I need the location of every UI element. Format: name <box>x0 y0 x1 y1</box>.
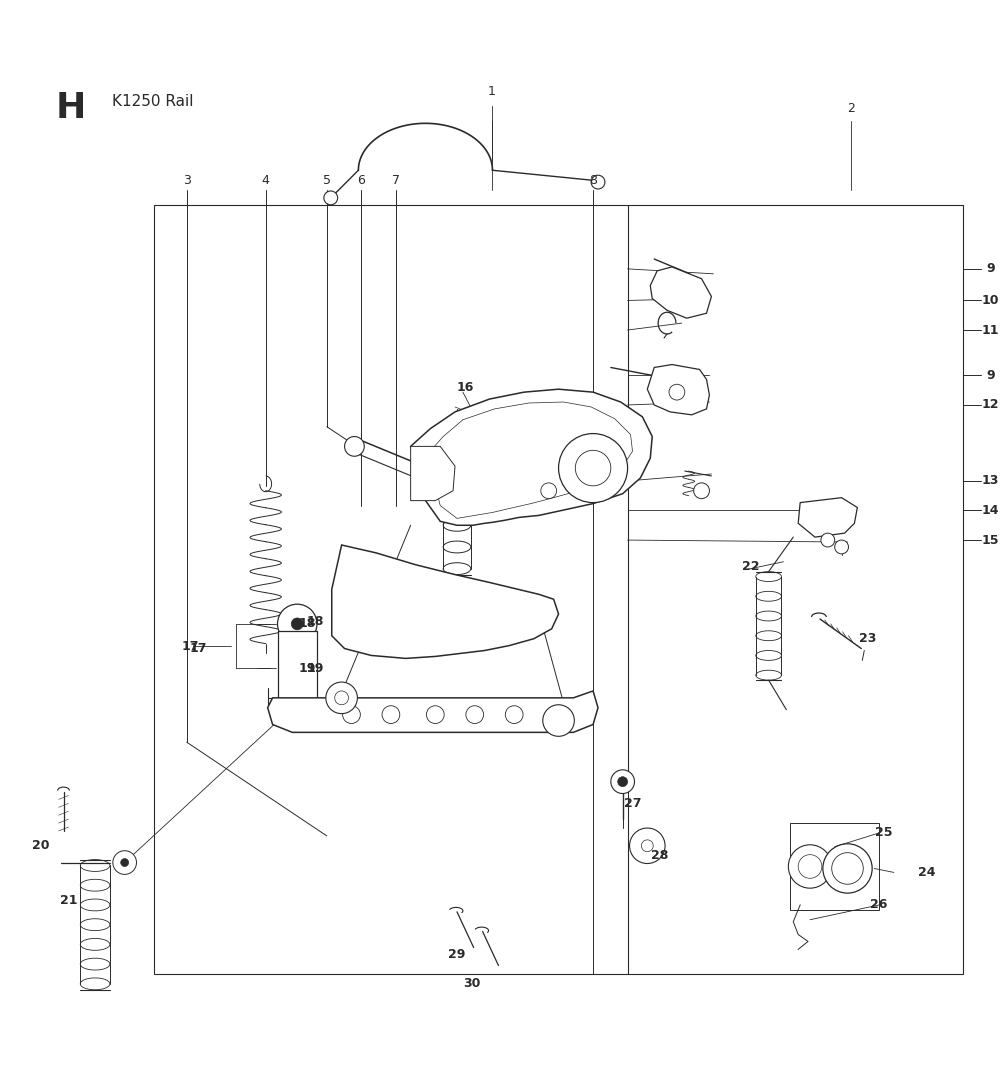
Text: 23: 23 <box>859 632 876 645</box>
Text: 5: 5 <box>323 173 331 186</box>
Circle shape <box>343 705 360 724</box>
Text: 25: 25 <box>875 826 893 839</box>
Bar <box>278 631 317 705</box>
Text: 20: 20 <box>32 839 50 852</box>
Polygon shape <box>411 447 455 500</box>
Text: 6: 6 <box>357 173 365 186</box>
Text: 17: 17 <box>182 640 199 653</box>
Text: 3: 3 <box>183 173 191 186</box>
Text: 1: 1 <box>488 85 495 98</box>
Circle shape <box>618 777 628 787</box>
Text: 10: 10 <box>982 294 999 307</box>
Text: 2: 2 <box>848 101 855 114</box>
Circle shape <box>798 855 822 879</box>
Text: 30: 30 <box>463 978 480 991</box>
Text: 4: 4 <box>262 173 270 186</box>
Circle shape <box>505 705 523 724</box>
Circle shape <box>835 540 848 554</box>
Polygon shape <box>411 389 652 525</box>
Text: K1250 Rail: K1250 Rail <box>112 95 193 109</box>
Circle shape <box>591 175 605 189</box>
Text: 26: 26 <box>870 898 888 911</box>
Polygon shape <box>650 267 711 318</box>
Text: 28: 28 <box>651 849 669 862</box>
Text: 17: 17 <box>190 642 207 655</box>
Circle shape <box>335 691 349 705</box>
Circle shape <box>821 533 835 547</box>
Text: 15: 15 <box>982 534 999 546</box>
Circle shape <box>326 682 357 714</box>
Circle shape <box>559 434 628 502</box>
Circle shape <box>113 850 136 874</box>
Text: 9: 9 <box>986 368 995 381</box>
Text: 14: 14 <box>982 504 999 517</box>
Circle shape <box>611 770 634 794</box>
Circle shape <box>291 618 303 630</box>
Circle shape <box>575 450 611 486</box>
Circle shape <box>324 191 338 205</box>
Polygon shape <box>647 364 709 415</box>
Polygon shape <box>427 402 633 519</box>
Text: 29: 29 <box>448 947 466 960</box>
Text: H: H <box>56 92 86 125</box>
Text: 13: 13 <box>982 474 999 487</box>
Circle shape <box>788 845 832 888</box>
Text: 7: 7 <box>392 173 400 186</box>
Text: 24: 24 <box>918 865 935 879</box>
Text: 9: 9 <box>986 263 995 276</box>
Bar <box>790 823 879 910</box>
Text: 22: 22 <box>742 560 760 573</box>
Bar <box>154 205 963 974</box>
Text: 18: 18 <box>298 617 316 630</box>
Circle shape <box>382 705 400 724</box>
Circle shape <box>466 705 484 724</box>
Circle shape <box>641 840 653 851</box>
Text: 19: 19 <box>298 662 316 675</box>
Text: 16: 16 <box>456 380 474 393</box>
Text: 27: 27 <box>624 797 641 810</box>
Circle shape <box>426 705 444 724</box>
Circle shape <box>823 844 872 893</box>
Circle shape <box>121 859 129 867</box>
Polygon shape <box>332 545 559 658</box>
Text: 21: 21 <box>60 894 77 907</box>
Circle shape <box>832 852 863 884</box>
Circle shape <box>669 385 685 400</box>
Circle shape <box>345 436 364 457</box>
Text: 19: 19 <box>306 662 324 675</box>
Circle shape <box>630 828 665 863</box>
Text: 18: 18 <box>306 616 324 629</box>
Circle shape <box>541 483 557 498</box>
Circle shape <box>543 705 574 737</box>
Polygon shape <box>268 691 598 732</box>
Text: 11: 11 <box>982 324 999 337</box>
Circle shape <box>278 604 317 643</box>
Circle shape <box>694 483 709 498</box>
Text: 12: 12 <box>982 399 999 411</box>
Polygon shape <box>798 498 857 537</box>
Text: 8: 8 <box>589 173 597 186</box>
